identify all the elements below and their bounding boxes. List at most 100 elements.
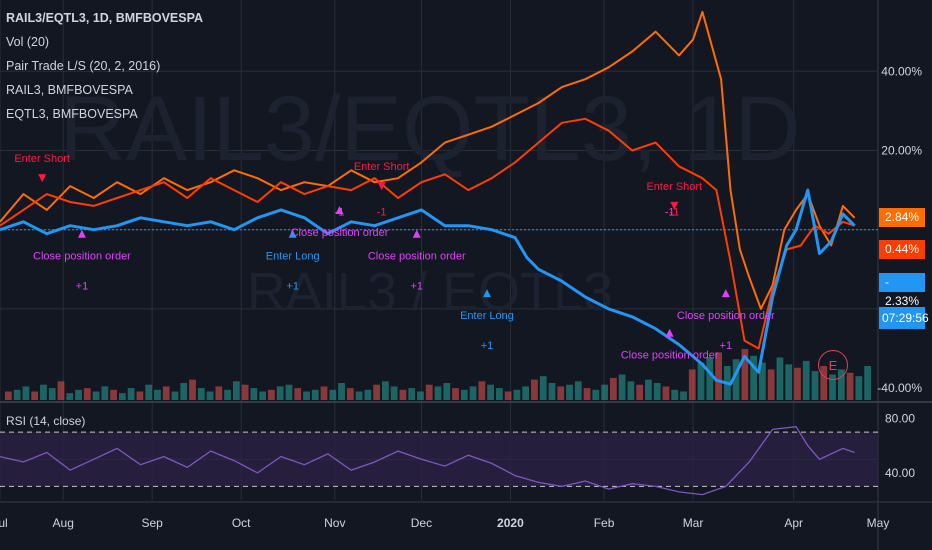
trade-label: Close position order: [33, 251, 131, 263]
rsi-tick-label: 80.00: [885, 412, 915, 426]
trade-qty: +1: [410, 281, 423, 293]
trade-qty: +1: [286, 281, 299, 293]
volume-bar: [837, 369, 845, 400]
volume-bar: [268, 389, 275, 400]
volume-bar: [250, 388, 258, 400]
volume-bar: [495, 388, 503, 400]
price-tag-eqtl3-text: 0.44%: [885, 242, 920, 256]
volume-bar: [408, 388, 416, 400]
price-tag-eqtl3: 0.44%: [879, 240, 925, 259]
volume-bar: [636, 384, 644, 400]
volume-bar: [224, 389, 231, 400]
trade-label: Enter Long: [460, 310, 514, 322]
volume-bar: [355, 391, 363, 400]
volume-bar: [548, 383, 556, 400]
volume-bar: [83, 388, 91, 400]
volume-bar: [662, 386, 670, 400]
trade-arrow: [412, 229, 421, 238]
volume-bar: [127, 388, 135, 400]
legend-strategy[interactable]: Pair Trade L/S (20, 2, 2016): [6, 59, 161, 73]
volume-bar: [162, 386, 170, 400]
legend-series-a[interactable]: RAIL3, BMFBOVESPA: [6, 83, 133, 97]
series-line-1: [0, 117, 855, 350]
volume-bar: [557, 386, 565, 400]
rsi-line: [0, 426, 855, 496]
volume-bar: [592, 389, 600, 400]
trade-arrow: [665, 328, 674, 337]
price-tag-ratio-text: - 2.33%: [885, 275, 920, 308]
volume-bar: [329, 389, 337, 400]
volume-bar: [259, 391, 267, 400]
trade-label: Close position order: [621, 350, 719, 362]
volume-bar: [294, 388, 302, 400]
y-tick-label: -40.00%: [877, 381, 922, 395]
volume-bar: [92, 391, 100, 400]
volume-bar: [697, 362, 705, 400]
x-tick-label: Apr: [784, 516, 803, 530]
trade-label: Close position order: [677, 310, 775, 322]
price-tag-rail3: 2.84%: [879, 208, 925, 227]
volume-bar: [776, 357, 784, 400]
trade-label: Enter Short: [646, 181, 702, 193]
volume-bar: [478, 381, 486, 400]
volume-bar: [829, 374, 836, 400]
volume-bar: [110, 389, 117, 400]
volume-bar: [802, 360, 810, 400]
rsi-pane: [0, 426, 878, 496]
legend-symbol[interactable]: RAIL3/EQTL3, 1D, BMFBOVESPA: [6, 11, 204, 25]
trade-arrow: [77, 229, 86, 238]
trade-arrow: [377, 182, 386, 191]
volume-bar: [303, 391, 310, 400]
volume-bar: [767, 369, 775, 400]
watermark-sub: RAIL3 / EQTL3: [247, 262, 613, 322]
rsi-legend[interactable]: RSI (14, close): [6, 414, 86, 428]
volume-bar: [820, 366, 828, 400]
volume-bar: [504, 391, 512, 400]
volume-bar: [75, 389, 82, 400]
volume-bar: [601, 384, 608, 400]
trade-annotations: Enter Short Close position order +1 Enter L…: [14, 153, 775, 362]
volume-bar: [759, 362, 766, 400]
series-line-0: [0, 10, 856, 310]
volume-bar: [320, 386, 328, 400]
volume-bar: [364, 389, 372, 400]
volume-bar: [785, 364, 793, 400]
trade-qty: -1: [665, 207, 675, 219]
volume-bar: [855, 376, 863, 400]
volume-bar: [750, 355, 758, 400]
volume-bar: [452, 388, 459, 400]
volume-bar: [215, 386, 223, 400]
volume-bar: [180, 383, 188, 400]
volume-bar: [22, 386, 30, 400]
trade-qty: -1: [377, 207, 387, 219]
earnings-badge[interactable]: E: [818, 350, 848, 380]
legend-series-b[interactable]: EQTL3, BMFBOVESPA: [6, 107, 138, 121]
volume-bar: [671, 389, 679, 400]
volume-bar: [653, 383, 661, 400]
volume-bar: [31, 391, 39, 400]
volume-bar: [688, 369, 696, 400]
legend-volume[interactable]: Vol (20): [6, 35, 50, 49]
x-tick-label: Dec: [411, 516, 432, 530]
x-tick-label: Oct: [232, 516, 251, 530]
trade-arrow: [38, 174, 47, 183]
legend: RAIL3/EQTL3, 1D, BMFBOVESPA Vol (20) Pai…: [6, 6, 203, 126]
x-tick-label: Nov: [324, 516, 345, 530]
volume-bar: [13, 389, 21, 400]
volume-bar: [373, 384, 381, 400]
trade-arrow: [721, 289, 730, 298]
x-tick-label: May: [867, 516, 890, 530]
volume-bar: [469, 386, 477, 400]
volume-bar: [794, 367, 801, 400]
volume-bar: [382, 381, 389, 400]
volume-bar: [241, 384, 249, 400]
volume-bar: [171, 391, 179, 400]
volume-bar: [513, 389, 521, 400]
x-tick-label: 2020: [497, 516, 524, 530]
volume-bar: [715, 352, 722, 400]
volume-bar: [154, 389, 161, 400]
volume-bar: [5, 391, 12, 400]
volume-bar: [101, 386, 109, 400]
volume-bar: [57, 381, 65, 400]
